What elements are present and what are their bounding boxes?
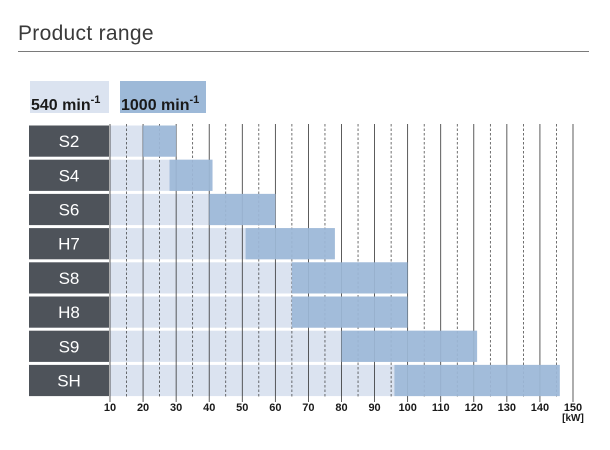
x-tick-70: 70 <box>302 402 314 414</box>
legend-label-text: 1000 min <box>121 97 189 114</box>
bars <box>143 125 560 397</box>
legend-swatch-2 <box>120 81 206 113</box>
x-tick-110: 110 <box>432 402 450 414</box>
x-tick-60: 60 <box>269 402 281 414</box>
bar-1000-s4 <box>169 159 213 191</box>
title-divider <box>18 51 589 52</box>
x-tick-100: 100 <box>398 402 416 414</box>
bar-1000-h7 <box>245 228 335 260</box>
bar-1000-s8 <box>291 262 408 294</box>
row-label-sh: SH <box>57 372 81 391</box>
x-tick-150: 150 <box>564 402 582 414</box>
x-tick-50: 50 <box>236 402 248 414</box>
row-labels: S2 S4 S6 H7 S8 H8 S9 SH <box>29 125 109 397</box>
bar-1000-s9 <box>341 330 478 362</box>
bar-1000-h8 <box>291 296 408 328</box>
legend-swatch-1 <box>30 81 109 113</box>
row-label-bg-h8 <box>29 296 109 328</box>
page-title: Product range <box>18 22 154 45</box>
row-label-s2: S2 <box>59 132 80 151</box>
row-label-bg-s8 <box>29 262 109 294</box>
row-label-bg-s9 <box>29 330 109 362</box>
row-label-h8: H8 <box>58 303 80 322</box>
x-tick-140: 140 <box>531 402 549 414</box>
row-label-bg-h7 <box>29 228 109 260</box>
x-tick-80: 80 <box>335 402 347 414</box>
row-label-s8: S8 <box>59 269 80 288</box>
bar-1000-s6 <box>209 193 276 226</box>
row-label-s6: S6 <box>59 201 80 220</box>
row-label-s9: S9 <box>59 337 80 356</box>
x-tick-130: 130 <box>498 402 516 414</box>
x-tick-40: 40 <box>203 402 215 414</box>
bar-1000-sh <box>394 364 560 397</box>
row-label-h7: H7 <box>58 235 80 254</box>
legend-label-text: 540 min <box>31 97 91 114</box>
bar-1000-s2 <box>143 125 177 157</box>
row-label-s4: S4 <box>59 166 80 185</box>
legend-label-superscript: -1 <box>91 94 101 106</box>
legend-label-1: 540 min-1 <box>31 94 100 114</box>
row-label-bg-s4 <box>29 159 109 191</box>
x-tick-90: 90 <box>368 402 380 414</box>
x-tick-120: 120 <box>465 402 483 414</box>
legend-label-2: 1000 min-1 <box>121 94 199 114</box>
x-axis-ticks: 10 20 30 40 50 60 70 80 90 100 110 120 130 140 150[kW] <box>104 402 584 424</box>
row-label-bg-s6 <box>29 193 109 226</box>
x-axis-unit: [kW] <box>562 413 584 424</box>
legend-label-superscript: -1 <box>189 94 199 106</box>
x-tick-30: 30 <box>170 402 182 414</box>
row-label-bg-sh <box>29 364 109 397</box>
x-tick-10: 10 <box>104 402 116 414</box>
x-tick-20: 20 <box>137 402 149 414</box>
row-label-bg-s2 <box>29 125 109 157</box>
legend: 540 min-1 1000 min-1 <box>30 81 206 114</box>
